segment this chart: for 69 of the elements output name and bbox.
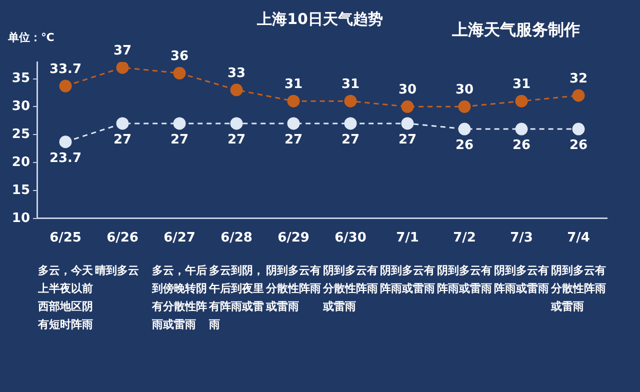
data-label: 33.7 xyxy=(49,62,82,77)
chart-title: 上海10日天气趋势 xyxy=(257,10,383,28)
y-tick-label: 10 xyxy=(12,210,30,226)
data-label: 27 xyxy=(341,132,360,148)
data-label: 27 xyxy=(398,132,417,148)
text: 多云，今天上半夜以前西部地区阴有短时阵雨 xyxy=(38,263,93,333)
data-label: 26 xyxy=(512,138,531,153)
point xyxy=(401,117,414,130)
point xyxy=(458,100,471,113)
x-tick-label: 6/30 xyxy=(334,230,366,246)
data-label: 27 xyxy=(113,132,132,148)
point xyxy=(173,117,186,130)
point xyxy=(59,136,72,148)
y-tick-label: 30 xyxy=(12,99,30,114)
x-tick-label: 6/26 xyxy=(106,230,138,246)
y-axis-title: 单位：℃ xyxy=(8,30,54,45)
x-tick-label: 7/4 xyxy=(567,230,590,246)
y-tick-label: 20 xyxy=(12,154,30,170)
y-tick-label: 25 xyxy=(12,126,30,142)
data-label: 26 xyxy=(569,138,588,153)
point xyxy=(572,89,585,102)
text: 阴到多云有阵雨或雷雨 xyxy=(494,263,549,297)
y-tick-label: 15 xyxy=(12,182,30,198)
text: 阴到多云有阵雨或雷雨 xyxy=(380,263,435,297)
x-tick-label: 6/27 xyxy=(164,230,196,246)
text: 多云，午后到傍晚转阴有分散性阵雨或雷雨 xyxy=(152,263,207,333)
data-label: 36 xyxy=(170,49,189,64)
text: 阴到多云有分散性阵雨或雷雨 xyxy=(551,263,606,315)
point xyxy=(230,84,243,96)
data-label: 31 xyxy=(341,76,360,92)
text: 多云到阴，午后到夜里有阵雨或雷雨 xyxy=(209,263,264,333)
data-label: 27 xyxy=(170,132,189,148)
text: 阴到多云有分散性阵雨或雷雨 xyxy=(266,263,321,315)
point xyxy=(515,94,528,108)
text: 晴到多云 xyxy=(95,263,140,279)
x-tick-label: 6/29 xyxy=(278,230,310,246)
data-label: 31 xyxy=(284,76,303,92)
text: 阴到多云有分散性阵雨或雷雨 xyxy=(323,263,378,315)
point xyxy=(287,117,300,130)
point xyxy=(572,122,585,136)
point xyxy=(401,100,414,113)
data-label: 37 xyxy=(113,43,132,58)
point xyxy=(230,117,243,130)
data-label: 30 xyxy=(398,82,417,98)
x-tick-label: 6/28 xyxy=(220,230,252,246)
data-label: 23.7 xyxy=(49,150,82,166)
data-label: 30 xyxy=(455,82,474,98)
data-label: 32 xyxy=(569,71,588,86)
x-tick-label: 7/1 xyxy=(396,230,419,246)
data-label: 26 xyxy=(455,138,474,153)
data-label: 27 xyxy=(284,132,303,148)
x-tick-label: 7/2 xyxy=(453,230,476,246)
point xyxy=(59,80,72,92)
x-tick-label: 6/25 xyxy=(50,230,82,246)
point xyxy=(458,122,471,136)
x-tick-label: 7/3 xyxy=(510,230,533,246)
point xyxy=(344,117,357,130)
data-label: 27 xyxy=(227,132,246,148)
point xyxy=(173,66,186,80)
y-tick-label: 35 xyxy=(12,71,30,86)
point xyxy=(515,122,528,136)
point xyxy=(116,117,129,130)
point xyxy=(287,94,300,108)
point xyxy=(344,94,357,108)
chart-subtitle: 上海天气服务制作 xyxy=(452,20,580,41)
data-label: 31 xyxy=(512,76,531,92)
point xyxy=(116,62,129,74)
data-label: 33 xyxy=(227,66,246,81)
text: 阴到多云有阵雨或雷雨 xyxy=(437,263,492,297)
